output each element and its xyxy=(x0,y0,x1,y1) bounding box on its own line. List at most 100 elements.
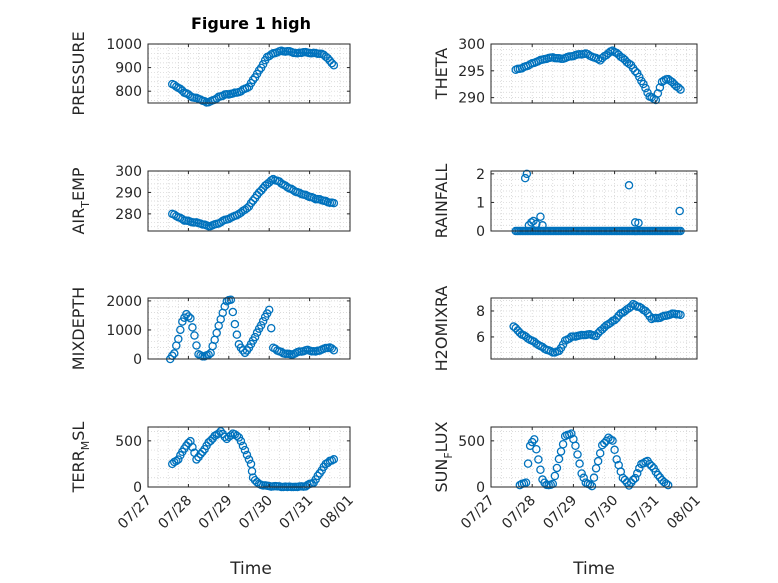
data-point xyxy=(567,429,576,438)
data-point xyxy=(558,340,568,349)
data-point xyxy=(196,449,205,459)
x-axis-label-right: Time xyxy=(572,559,615,579)
x-tick-label: 07/30 xyxy=(582,493,622,533)
y-axis-label: H2OMIXRA xyxy=(432,286,451,372)
subplot-air-temp: 280 290 300 AIRTEMP xyxy=(69,164,351,235)
data-point xyxy=(589,473,599,482)
x-tick-label: 07/29 xyxy=(540,493,580,533)
data-point xyxy=(192,455,201,464)
data-point xyxy=(266,323,276,333)
data-point xyxy=(216,427,225,436)
subplot-h2omixra: 6 8 H2OMIXRA xyxy=(432,286,698,372)
data-point xyxy=(587,481,597,491)
axes-box xyxy=(147,297,351,360)
data-point xyxy=(329,455,339,464)
data-point xyxy=(536,212,545,221)
data-point xyxy=(170,349,179,358)
axes-box xyxy=(490,297,698,360)
y-tick-label: 300 xyxy=(115,164,142,180)
data-point xyxy=(610,445,619,455)
x-axis-label-left: Time xyxy=(229,559,272,579)
data-point xyxy=(250,332,260,342)
data-point xyxy=(186,314,195,323)
data-point xyxy=(585,480,595,489)
data-point xyxy=(597,440,607,450)
data-point xyxy=(674,83,683,92)
y-tick-label: 0 xyxy=(476,480,485,496)
data-point xyxy=(309,193,318,203)
data-point xyxy=(188,323,197,332)
data-point xyxy=(532,219,541,229)
data-point xyxy=(258,317,268,326)
y-axis-label: TERRMSL xyxy=(69,422,92,494)
data-point xyxy=(536,465,545,475)
data-point xyxy=(248,196,258,205)
data-point xyxy=(256,186,266,195)
data-point xyxy=(579,473,588,483)
y-tick-label: 280 xyxy=(115,207,142,223)
data-point xyxy=(252,328,262,337)
data-point xyxy=(206,436,215,446)
axes-box xyxy=(490,43,698,104)
data-point xyxy=(218,91,227,101)
subplot-theta: 290 295 300 THETA xyxy=(432,37,698,107)
data-point xyxy=(220,302,230,311)
data-point xyxy=(323,53,333,63)
data-point xyxy=(520,173,530,183)
x-tick-label: 07/28 xyxy=(155,493,195,533)
x-tick-label: 07/29 xyxy=(196,493,236,533)
data-point xyxy=(232,330,242,339)
data-point xyxy=(242,450,252,460)
subplot-sun-flux: 0 500 07/27 07/28 07/29 07/30 07/31 08/01 SUNFLU… xyxy=(432,421,704,532)
data-point xyxy=(550,471,560,481)
data-point xyxy=(527,218,536,227)
data-point xyxy=(626,302,636,311)
data-point xyxy=(634,218,643,228)
data-point xyxy=(246,198,256,208)
subplot-pressure: 800 900 1000 PRESSURE xyxy=(69,31,351,116)
y-tick-label: 295 xyxy=(458,64,485,80)
data-point xyxy=(190,331,199,340)
y-tick-label: 500 xyxy=(115,434,142,450)
x-tick-label: 08/01 xyxy=(317,493,357,533)
y-axis-label: MIXDEPTH xyxy=(69,287,88,370)
axes-box xyxy=(490,426,698,488)
x-tick-label: 07/27 xyxy=(115,493,155,533)
data-point xyxy=(647,461,656,471)
figure-title: Figure 1 high xyxy=(191,14,311,33)
data-point xyxy=(628,475,638,485)
data-point xyxy=(577,469,586,478)
data-point xyxy=(244,455,254,464)
y-tick-label: 0 xyxy=(133,480,142,496)
y-tick-label: 290 xyxy=(115,185,142,201)
data-point xyxy=(329,60,339,70)
data-point xyxy=(653,470,663,480)
data-point xyxy=(266,176,276,185)
data-point xyxy=(228,307,238,317)
y-tick-label: 2000 xyxy=(106,294,142,310)
data-point xyxy=(226,295,236,304)
data-point xyxy=(676,310,685,320)
data-point xyxy=(240,445,250,455)
data-point xyxy=(554,454,564,464)
data-point xyxy=(633,469,642,478)
y-tick-label: 2 xyxy=(476,167,485,183)
data-point xyxy=(534,455,543,464)
data-point xyxy=(612,455,621,464)
y-tick-label: 0 xyxy=(133,352,142,368)
data-point xyxy=(529,216,538,226)
y-tick-label: 6 xyxy=(476,330,485,346)
y-tick-label: 900 xyxy=(115,61,142,77)
data-point xyxy=(635,463,644,473)
data-point xyxy=(595,449,605,458)
y-axis-label: SUNFLUX xyxy=(432,421,455,492)
y-axis-label: RAINFALL xyxy=(432,164,451,239)
data-point xyxy=(236,436,246,446)
axes-box xyxy=(147,426,351,488)
data-point xyxy=(174,455,183,464)
data-point xyxy=(198,447,207,457)
data-point xyxy=(641,306,650,316)
data-point xyxy=(327,58,337,68)
data-point xyxy=(593,456,603,466)
data-point xyxy=(176,325,185,335)
